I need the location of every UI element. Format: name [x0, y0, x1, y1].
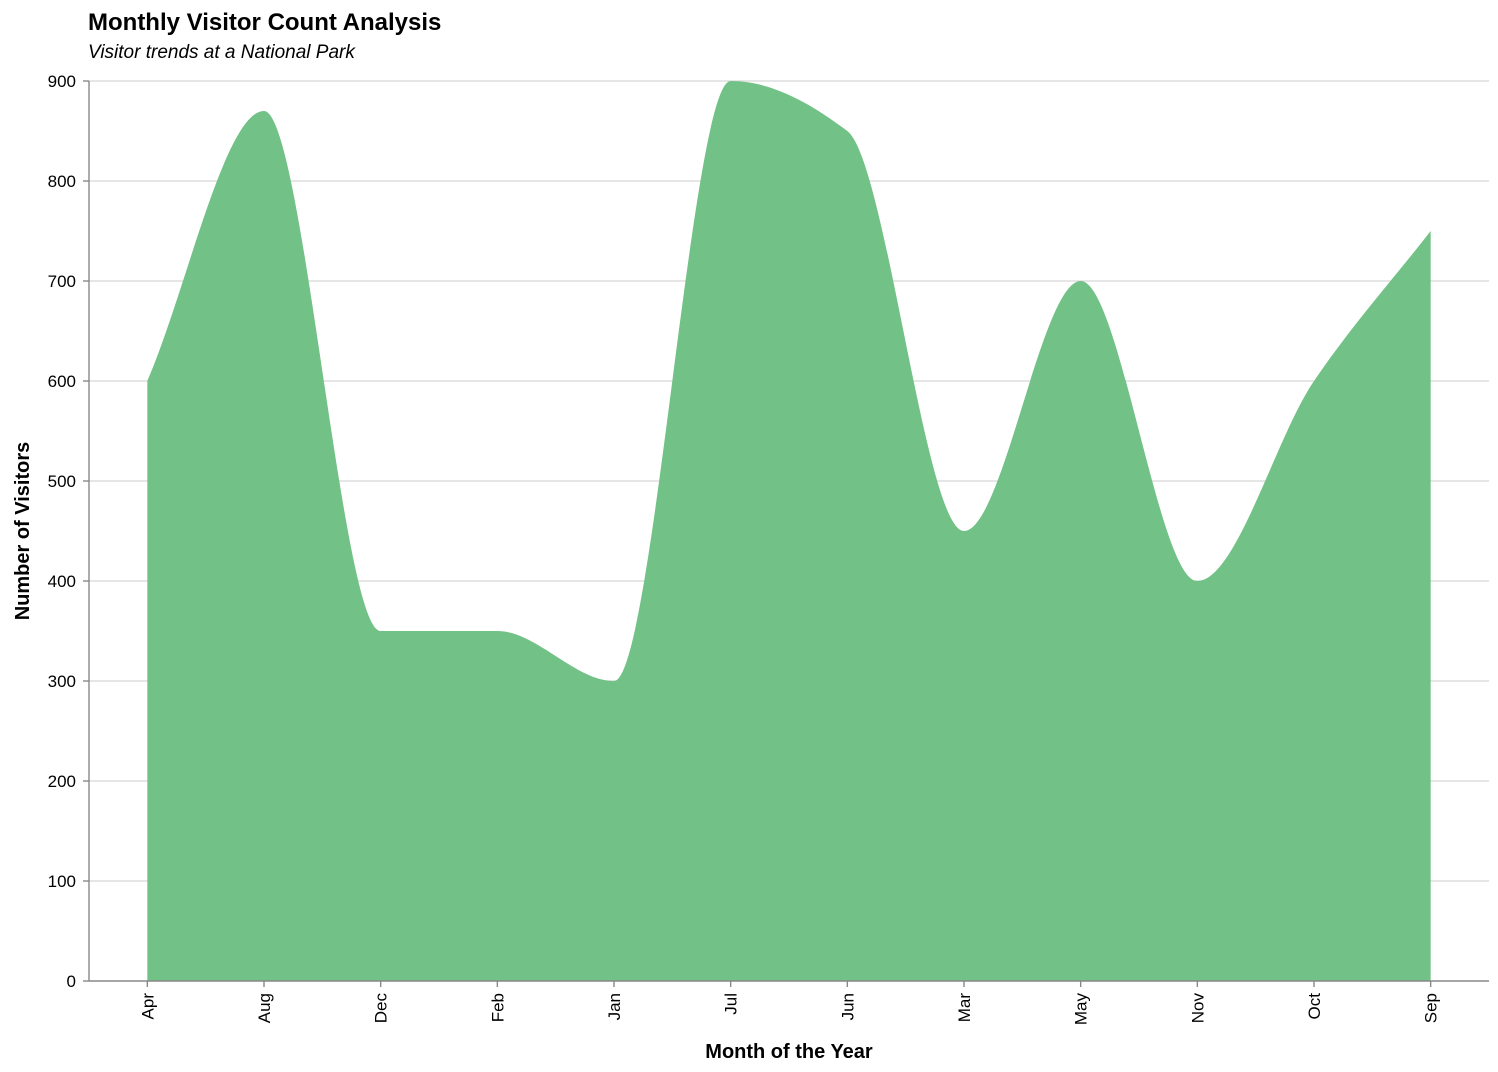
y-tick-label: 800	[48, 172, 76, 191]
x-tick-label-jan: Jan	[605, 993, 624, 1020]
y-tick-label: 500	[48, 472, 76, 491]
y-tick-label: 200	[48, 772, 76, 791]
x-tick-label-may: May	[1072, 993, 1091, 1026]
x-tick-label-mar: Mar	[955, 993, 974, 1023]
x-tick-label-jul: Jul	[722, 993, 741, 1015]
visitor-area	[147, 81, 1431, 981]
area-series	[147, 81, 1431, 981]
y-tick-label: 900	[48, 72, 76, 91]
x-tick-label-oct: Oct	[1305, 993, 1324, 1020]
x-tick-label-apr: Apr	[138, 993, 157, 1020]
axes: 0 100 200 300 400 500 600 700 800 900 Apr Aug Dec Feb…	[48, 72, 1489, 1025]
y-tick-label: 700	[48, 272, 76, 291]
chart-title: Monthly Visitor Count Analysis	[88, 9, 441, 36]
y-tick-label: 300	[48, 672, 76, 691]
y-axis-title: Number of Visitors	[12, 442, 34, 621]
y-tick-label: 100	[48, 872, 76, 891]
x-tick-label-jun: Jun	[838, 993, 857, 1020]
chart-subtitle: Visitor trends at a National Park	[88, 42, 356, 63]
x-tick-label-nov: Nov	[1188, 993, 1207, 1024]
x-tick-label-feb: Feb	[488, 993, 507, 1022]
y-tick-label: 0	[67, 972, 76, 991]
y-tick-label: 600	[48, 372, 76, 391]
x-axis-title: Month of the Year	[705, 1041, 873, 1063]
x-tick-label-aug: Aug	[255, 993, 274, 1023]
x-tick-label-dec: Dec	[372, 993, 391, 1024]
x-tick-label-sep: Sep	[1422, 993, 1441, 1023]
y-tick-label: 400	[48, 572, 76, 591]
